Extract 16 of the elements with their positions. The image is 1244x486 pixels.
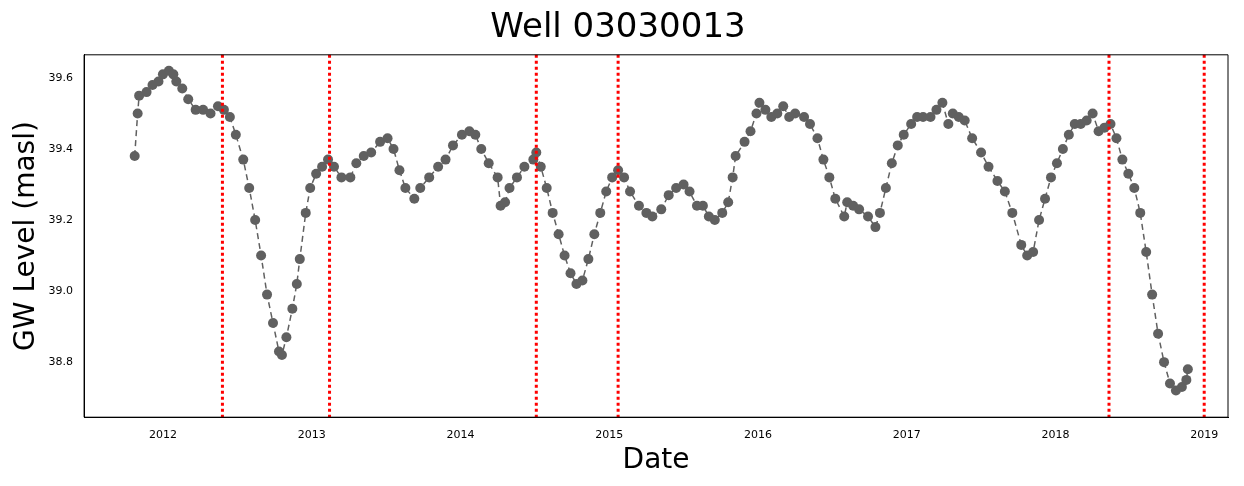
x-tick-label: 2015 <box>595 427 624 441</box>
y-tick-label: 39.4 <box>48 141 74 155</box>
x-tick-label: 2012 <box>148 427 177 441</box>
x-axis-title: Date <box>622 442 690 476</box>
y-tick-label: 39.0 <box>48 283 74 297</box>
y-tick-label: 38.8 <box>48 354 74 368</box>
x-tick-label: 2017 <box>892 427 921 441</box>
y-tick-label: 39.6 <box>48 70 74 84</box>
x-tick-label: 2016 <box>743 427 772 441</box>
chart-title: Well 03030013 <box>490 5 746 46</box>
x-tick-label: 2018 <box>1041 427 1070 441</box>
x-tick-label: 2014 <box>446 427 475 441</box>
x-tick-label: 2019 <box>1190 427 1219 441</box>
y-axis-title: GW Level (masl) <box>8 121 42 351</box>
y-tick-label: 39.2 <box>48 212 74 226</box>
x-tick-label: 2013 <box>297 427 326 441</box>
